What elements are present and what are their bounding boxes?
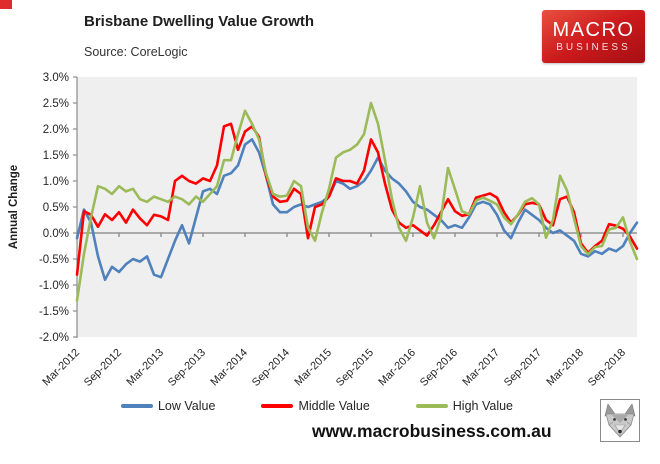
x-tick-label: Sep-2016 — [418, 347, 460, 389]
legend-label: Low Value — [157, 399, 216, 413]
logo-text-macro: MACRO — [552, 18, 635, 41]
y-tick-label: 3.0% — [43, 72, 69, 84]
x-tick-label: Sep-2012 — [82, 347, 124, 389]
legend-label: Middle Value — [298, 399, 370, 413]
low-value-line-swatch — [120, 404, 153, 408]
high-value-line-swatch — [415, 404, 448, 408]
y-tick-label: 0.0% — [43, 228, 69, 240]
logo-text-business: BUSINESS — [556, 41, 631, 53]
x-tick-label: Mar-2016 — [376, 347, 418, 389]
y-tick-label: 2.5% — [43, 98, 69, 110]
high-value-line — [75, 101, 639, 302]
legend-item-high-value: High Value — [415, 399, 514, 413]
x-tick-label: Mar-2017 — [460, 347, 502, 389]
website-url: www.macrobusiness.com.au — [312, 421, 552, 441]
middle-value-line-swatch — [261, 404, 294, 408]
legend-item-middle-value: Middle Value — [261, 399, 370, 413]
x-tick-label: Sep-2017 — [502, 347, 544, 389]
macrobusiness-logo: MACRO BUSINESS — [542, 10, 645, 63]
y-tick-label: 2.0% — [43, 124, 69, 136]
y-tick-label: -1.0% — [39, 280, 69, 292]
x-tick-label: Sep-2013 — [166, 347, 208, 389]
y-tick-label: -1.5% — [39, 306, 69, 318]
x-tick-label: Mar-2014 — [208, 347, 250, 389]
x-tick-label: Sep-2018 — [586, 347, 628, 389]
y-tick-label: -0.5% — [39, 254, 69, 266]
chart-title: Brisbane Dwelling Value Growth — [84, 13, 315, 30]
chart-source-note: Source: CoreLogic — [84, 45, 188, 59]
wolf-head-icon — [604, 403, 636, 438]
y-tick-label: 1.0% — [43, 176, 69, 188]
plot-area — [77, 77, 637, 337]
legend-item-low-value: Low Value — [120, 399, 216, 413]
y-tick-label: -2.0% — [39, 332, 69, 344]
x-tick-label: Sep-2015 — [334, 347, 376, 389]
legend-label: High Value — [452, 399, 514, 413]
middle-value-line — [75, 122, 639, 276]
corner-red-mark — [0, 0, 12, 9]
y-tick-label: 1.5% — [43, 150, 69, 162]
x-tick-label: Sep-2014 — [250, 347, 292, 389]
chart-legend: Low Value Middle Value High Value — [77, 397, 557, 415]
x-tick-label: Mar-2013 — [124, 347, 166, 389]
x-tick-label: Mar-2012 — [40, 347, 82, 389]
wolf-logo-box — [600, 399, 640, 442]
x-tick-label: Mar-2015 — [292, 347, 334, 389]
y-tick-label: 0.5% — [43, 202, 69, 214]
x-tick-label: Mar-2018 — [544, 347, 586, 389]
